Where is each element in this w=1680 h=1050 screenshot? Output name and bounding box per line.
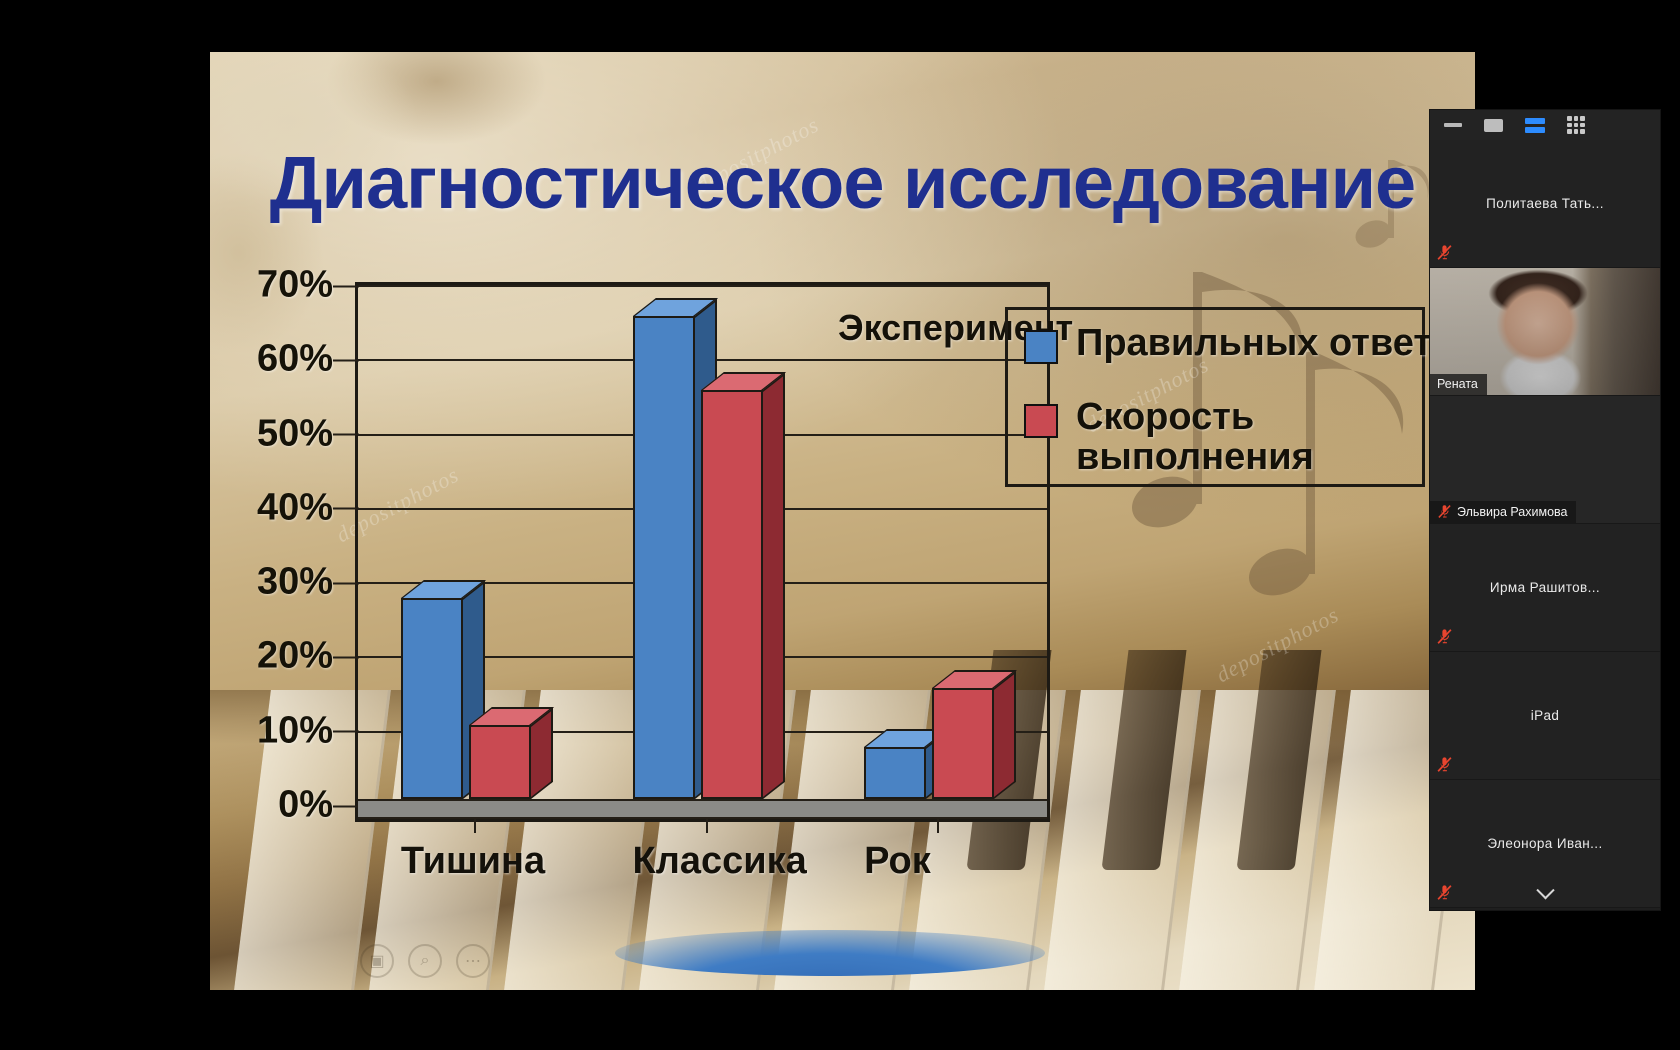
y-axis-tick-label: 10% — [257, 709, 359, 752]
x-axis-category-label: Рок — [864, 840, 931, 882]
bar-front-face — [932, 687, 995, 799]
x-axis-category-label: Классика — [632, 840, 807, 882]
bar-side-face — [994, 670, 1017, 799]
participant-name: Рената — [1437, 377, 1478, 391]
legend-swatch-correct-answers — [1024, 330, 1058, 364]
legend-swatch-speed — [1024, 404, 1058, 438]
y-axis-tick-label: 20% — [257, 635, 359, 678]
maximize-button[interactable] — [1484, 118, 1503, 132]
participant-tile[interactable]: Элеонора Иван... — [1430, 780, 1660, 908]
bar — [468, 706, 554, 799]
chart: 0% 10% 20% 30% 40% 50% 60% 70% Эксперимент Тиши… — [230, 264, 1073, 883]
bar-front-face — [632, 316, 695, 799]
chart-bars — [358, 285, 1047, 799]
bar — [400, 580, 486, 799]
participant-tile[interactable]: Эльвира Рахимова — [1430, 396, 1660, 524]
chart-legend: Правильных ответов Скорость выполнения — [1005, 307, 1475, 487]
maximize-icon — [1484, 118, 1503, 132]
y-axis-tick-label: 60% — [257, 338, 359, 381]
bar-front-face — [700, 390, 763, 799]
shared-screen-slide: depositphotos depositphotos depositphoto… — [210, 52, 1475, 990]
bar-front-face — [400, 598, 463, 799]
participant-tile[interactable]: Ирма Рашитов... — [1430, 524, 1660, 652]
zoom-icon: ⌕ — [408, 944, 442, 978]
x-axis-category-label: Тишина — [400, 840, 546, 882]
chart-plot-area: 0% 10% 20% 30% 40% 50% 60% 70% Эксперимент — [257, 264, 1073, 833]
legend-item: Правильных ответов — [1024, 323, 1475, 364]
bar — [864, 729, 950, 799]
speaker-view-button[interactable] — [1525, 117, 1545, 133]
participant-tile[interactable]: iPad — [1430, 652, 1660, 780]
participant-name: Элеонора Иван... — [1487, 836, 1603, 851]
gallery-view-button[interactable] — [1567, 116, 1585, 134]
legend-label-correct-answers: Правильных ответов — [1076, 322, 1475, 364]
bar — [632, 298, 718, 799]
participant-name: iPad — [1530, 708, 1560, 723]
participant-name: Эльвира Рахимова — [1457, 504, 1568, 519]
mic-muted-icon — [1437, 504, 1452, 519]
chevron-down-icon — [1535, 880, 1555, 899]
image-icon: ▣ — [360, 944, 394, 978]
mic-muted-icon — [1436, 628, 1453, 645]
y-axis-tick-label: 50% — [257, 412, 359, 455]
participant-tile[interactable]: Политаева Тать... — [1430, 140, 1660, 268]
legend-item: Скорость выполнения — [1024, 396, 1406, 478]
slide-title: Диагностическое исследование — [269, 141, 1416, 224]
minimize-icon — [1444, 123, 1462, 127]
legend-label-speed: Скорость выполнения — [1076, 396, 1314, 478]
x-axis-tick — [705, 819, 708, 833]
y-axis-tick-label: 0% — [278, 784, 359, 827]
more-icon: ⋯ — [456, 944, 490, 978]
gridline — [358, 285, 1047, 287]
y-axis-tick-label: 70% — [257, 264, 359, 307]
chart-floor — [358, 799, 1047, 819]
mic-muted-icon — [1436, 244, 1453, 261]
bar-front-face — [864, 747, 927, 799]
participant-tiles: Политаева Тать... Рената Эльвира Рахимова И… — [1430, 140, 1660, 910]
participant-name-badge: Эльвира Рахимова — [1430, 501, 1577, 523]
bar — [700, 372, 786, 799]
participant-name-badge: Рената — [1430, 374, 1487, 395]
x-axis-tick — [473, 819, 476, 833]
bar-front-face — [468, 724, 531, 799]
speaker-view-icon — [1525, 117, 1545, 133]
participant-tile[interactable]: Рената — [1430, 268, 1660, 396]
participant-video — [1430, 268, 1660, 395]
bar-side-face — [530, 707, 553, 799]
minimize-button[interactable] — [1444, 123, 1462, 127]
participants-video-panel: Политаева Тать... Рената Эльвира Рахимова И… — [1430, 110, 1660, 910]
participant-name: Политаева Тать... — [1486, 196, 1604, 211]
slide-thumb-icons: ▣ ⌕ ⋯ — [360, 944, 490, 978]
bar-side-face — [762, 373, 785, 799]
x-axis-tick — [937, 819, 940, 833]
participant-name: Ирма Рашитов... — [1489, 580, 1601, 595]
gallery-view-icon — [1567, 116, 1585, 134]
watermark: depositphotos — [1211, 601, 1343, 688]
y-axis-tick-label: 40% — [257, 486, 359, 529]
y-axis-tick-label: 30% — [257, 561, 359, 604]
decorative-blue-arc — [615, 930, 1045, 976]
mic-muted-icon — [1436, 756, 1453, 773]
panel-toolbar — [1430, 110, 1660, 140]
expand-participants-button[interactable] — [1430, 880, 1660, 907]
bar — [932, 669, 1018, 799]
